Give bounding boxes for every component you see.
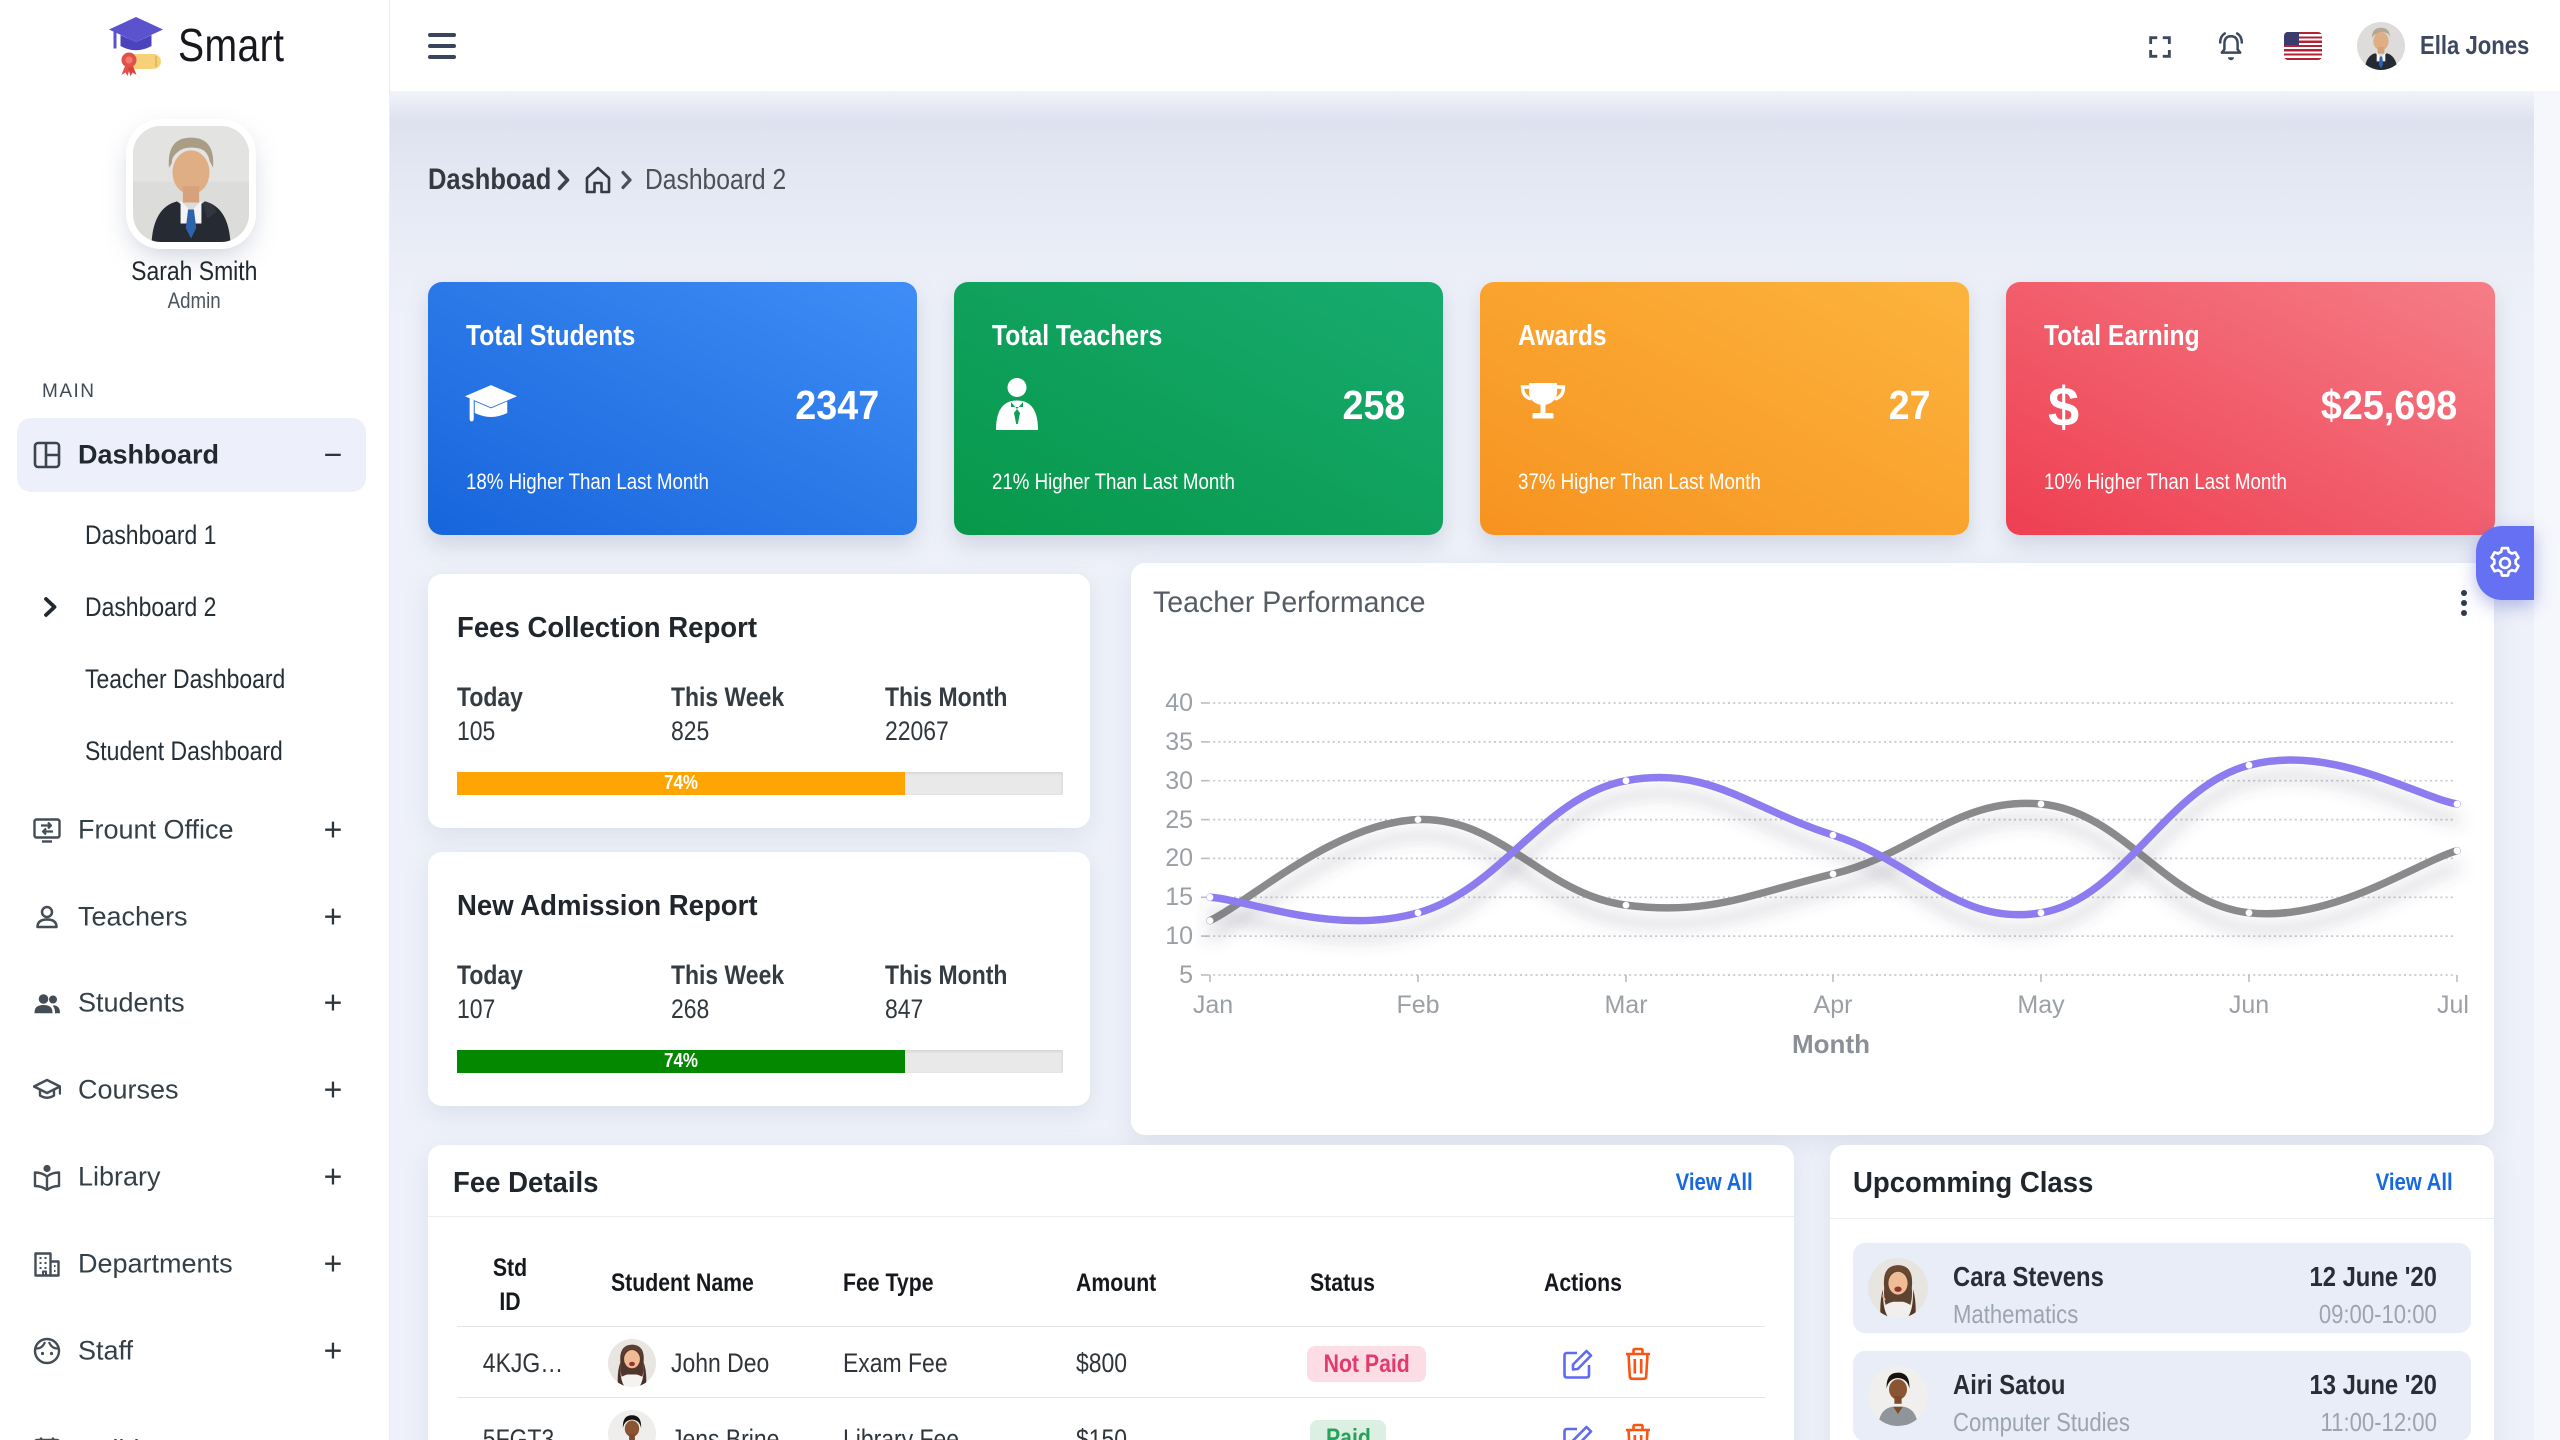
- svg-text:Apr: Apr: [1814, 991, 1853, 1019]
- svg-text:15: 15: [1165, 883, 1193, 911]
- svg-text:Jan: Jan: [1193, 991, 1233, 1019]
- svg-text:35: 35: [1165, 728, 1193, 756]
- svg-text:Mar: Mar: [1604, 991, 1647, 1019]
- svg-text:5: 5: [1179, 961, 1193, 989]
- svg-text:10: 10: [1165, 922, 1193, 950]
- svg-text:Feb: Feb: [1396, 991, 1439, 1019]
- svg-text:25: 25: [1165, 806, 1193, 834]
- svg-text:Jun: Jun: [2229, 991, 2269, 1019]
- svg-text:30: 30: [1165, 767, 1193, 795]
- svg-text:Jul: Jul: [2437, 991, 2469, 1019]
- svg-text:20: 20: [1165, 844, 1193, 872]
- svg-text:May: May: [2017, 991, 2065, 1019]
- svg-text:40: 40: [1165, 689, 1193, 717]
- svg-text:Month: Month: [1792, 1029, 1870, 1059]
